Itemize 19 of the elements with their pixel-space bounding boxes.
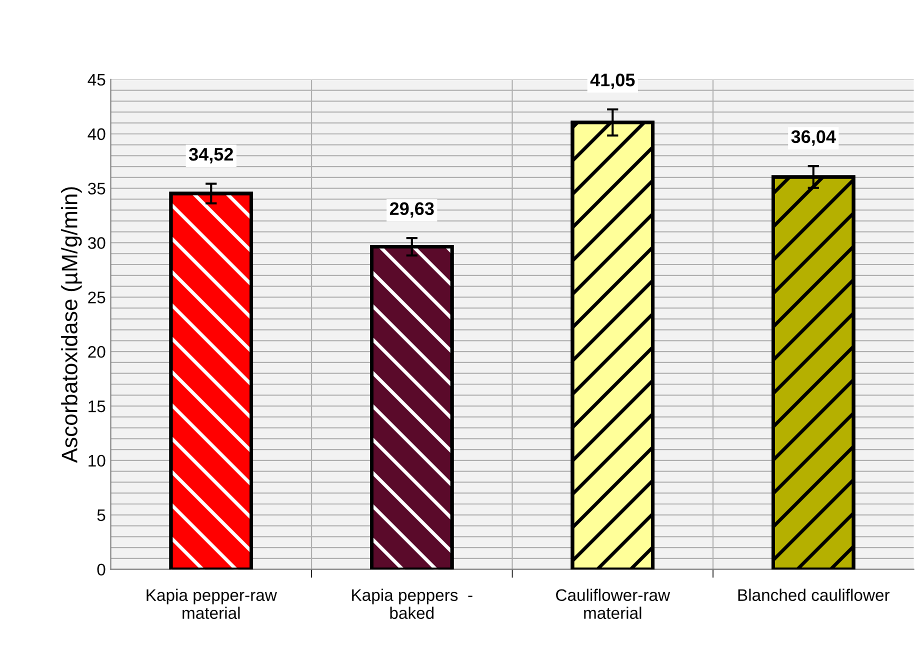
y-tick-label: 40 — [88, 128, 106, 140]
y-tick-label: 5 — [97, 509, 106, 522]
data-label: 41,05 — [590, 74, 635, 89]
y-tick-label: 10 — [88, 454, 106, 467]
x-tick-label: Kapia peppers - baked — [352, 588, 472, 619]
y-tick-label: 25 — [88, 292, 106, 304]
y-axis-title: Ascorbatoxidase (µM/g/min) — [61, 187, 82, 463]
data-label: 34,52 — [188, 148, 234, 164]
y-tick-label: 20 — [88, 346, 106, 358]
data-label: 29,63 — [390, 202, 434, 218]
data-label: 36,04 — [791, 130, 836, 146]
y-tick-label: 45 — [88, 74, 106, 86]
x-tick-label: Kapia pepper-raw material — [146, 588, 277, 619]
y-tick-label: 30 — [88, 237, 106, 249]
y-tick-label: 0 — [97, 564, 106, 576]
y-tick-label: 15 — [88, 400, 106, 412]
x-tick-label: Cauliflower-raw material — [556, 588, 670, 619]
x-tick-label: Blanched cauliflower — [738, 588, 890, 602]
y-tick-label: 35 — [88, 182, 106, 195]
